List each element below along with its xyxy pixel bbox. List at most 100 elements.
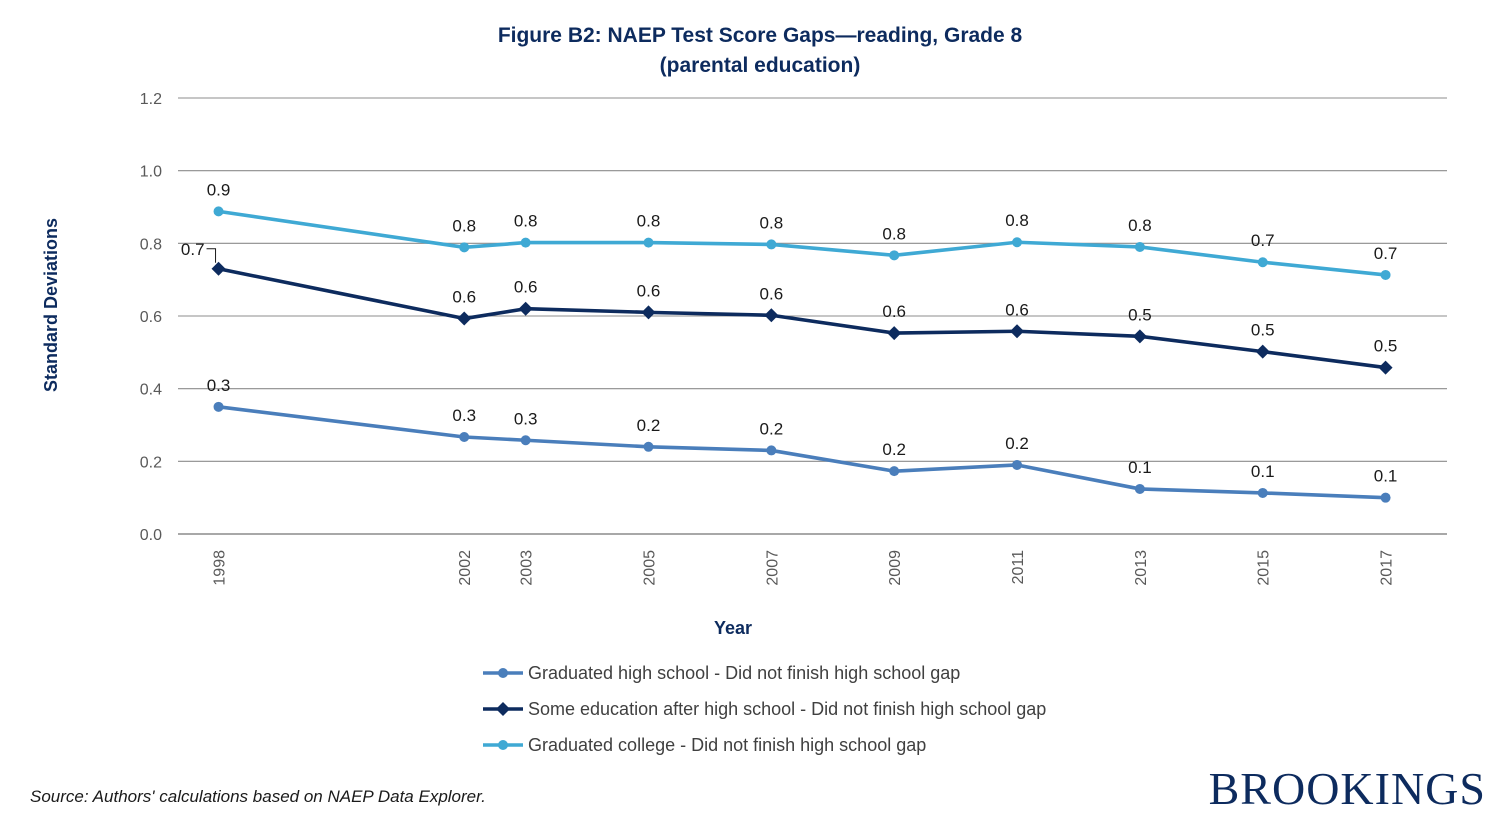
x-tick-label: 2009: [887, 550, 904, 586]
chart-subtitle: (parental education): [660, 54, 861, 77]
y-tick-label: 1.0: [140, 164, 162, 181]
data-label: 0.6: [514, 278, 538, 297]
data-point: [498, 668, 508, 678]
chart-title: Figure B2: NAEP Test Score Gaps—reading,…: [498, 24, 1023, 47]
data-point: [211, 261, 226, 276]
data-point: [887, 326, 902, 341]
leader-line: [206, 248, 217, 263]
data-label: 0.6: [1005, 300, 1029, 319]
data-point: [213, 401, 224, 412]
data-point: [518, 301, 533, 316]
y-tick-label: 0.2: [140, 454, 162, 471]
x-tick-label: 2007: [764, 550, 781, 586]
data-label: 0.6: [452, 288, 476, 307]
data-point: [1257, 487, 1268, 498]
data-label: 0.1: [1374, 467, 1398, 486]
data-label: 0.8: [514, 212, 538, 231]
data-point: [459, 242, 470, 253]
y-tick-label: 0.6: [140, 309, 162, 326]
data-point: [643, 441, 654, 452]
data-point: [1134, 483, 1145, 494]
x-axis-title: Year: [714, 618, 752, 638]
data-label: 0.7: [181, 240, 205, 259]
data-point: [520, 435, 531, 446]
x-tick-label: 1998: [212, 550, 229, 586]
x-tick-label: 2015: [1256, 550, 1273, 586]
data-point: [459, 431, 470, 442]
source-note: Source: Authors' calculations based on N…: [30, 787, 486, 806]
data-label: 0.5: [1128, 305, 1152, 324]
y-axis-ticks: 0.0 0.2 0.4 0.6 0.8 1.0 1.2: [140, 91, 162, 544]
data-point: [1380, 492, 1391, 503]
data-label: 0.7: [1251, 231, 1275, 250]
data-point: [520, 237, 531, 248]
data-labels: 0.3 0.3 0.3 0.2 0.2 0.2 0.2 0.1 0.1 0.1 0.7 0.6 0.6 0…: [181, 180, 1397, 485]
y-tick-label: 0.8: [140, 236, 162, 253]
data-label: 0.2: [882, 440, 906, 459]
data-label: 0.2: [1005, 434, 1029, 453]
data-point: [457, 311, 472, 326]
data-label: 0.2: [760, 419, 784, 438]
data-point: [889, 250, 900, 261]
plot-series: [211, 206, 1393, 503]
data-label: 0.5: [1251, 321, 1275, 340]
data-point: [1255, 344, 1270, 359]
y-axis-title: Standard Deviations: [41, 218, 61, 392]
data-label: 0.6: [637, 281, 661, 300]
data-point: [641, 305, 656, 320]
gridlines: [178, 97, 1447, 535]
series-line: [218, 267, 1386, 370]
data-point: [1012, 237, 1023, 248]
x-tick-label: 2013: [1133, 550, 1150, 586]
data-label: 0.3: [207, 376, 231, 395]
legend-label: Graduated college - Did not finish high …: [528, 735, 926, 755]
y-tick-label: 1.2: [140, 91, 162, 108]
data-point: [764, 308, 779, 323]
data-label: 0.3: [452, 406, 476, 425]
data-point: [1012, 459, 1023, 470]
data-label: 0.8: [452, 216, 476, 235]
data-label: 0.8: [1128, 216, 1152, 235]
data-point: [498, 740, 508, 750]
data-point: [1257, 257, 1268, 268]
data-label: 0.8: [637, 212, 661, 231]
brookings-logo: BROOKINGS: [1208, 763, 1486, 814]
data-label: 0.8: [760, 213, 784, 232]
x-tick-label: 2005: [642, 550, 659, 586]
data-label: 0.6: [760, 284, 784, 303]
data-point: [1010, 324, 1025, 339]
x-tick-label: 2002: [457, 550, 474, 586]
series-line: [218, 405, 1386, 500]
data-point: [1132, 329, 1147, 344]
y-tick-label: 0.0: [140, 527, 162, 544]
series-line: [218, 209, 1386, 277]
data-label: 0.2: [637, 416, 661, 435]
legend-label: Some education after high school - Did n…: [528, 699, 1046, 719]
data-label: 0.5: [1374, 337, 1398, 356]
data-label: 0.9: [207, 180, 231, 199]
x-tick-label: 2003: [519, 550, 536, 586]
data-point: [643, 237, 654, 248]
data-point: [889, 466, 900, 477]
data-label: 0.1: [1251, 462, 1275, 481]
data-point: [766, 445, 777, 456]
x-axis-ticks: 1998 2002 2003 2005 2007 2009 2011 2013 2015 2017: [212, 550, 1396, 586]
data-point: [1380, 269, 1391, 280]
x-tick-label: 2011: [1010, 550, 1027, 585]
legend-label: Graduated high school - Did not finish h…: [528, 663, 960, 683]
data-point: [1134, 241, 1145, 252]
data-point: [213, 206, 224, 217]
data-label: 0.6: [882, 302, 906, 321]
legend: Graduated high school - Did not finish h…: [483, 663, 1046, 755]
data-label: 0.3: [514, 409, 538, 428]
data-point: [766, 239, 777, 250]
data-point: [1378, 360, 1393, 375]
data-label: 0.8: [1005, 211, 1029, 230]
y-tick-label: 0.4: [140, 382, 162, 399]
data-label: 0.7: [1374, 244, 1398, 263]
data-label: 0.1: [1128, 458, 1152, 477]
x-tick-label: 2017: [1379, 550, 1396, 586]
data-point: [496, 702, 510, 716]
data-label: 0.8: [882, 224, 906, 243]
